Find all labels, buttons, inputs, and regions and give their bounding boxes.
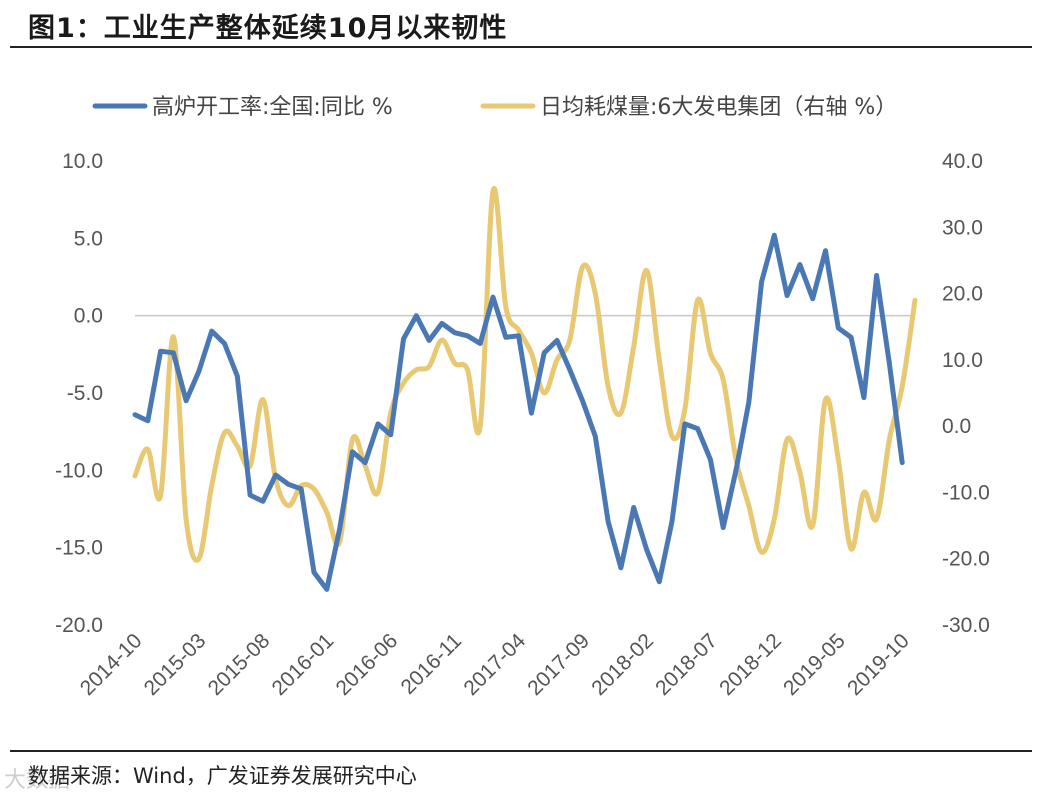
source-note: 数据来源：Wind，广发证券发展研究中心 <box>28 760 417 790</box>
y-right-tick-label: 40.0 <box>942 150 983 173</box>
x-tick-label: 2015-08 <box>204 629 275 700</box>
y-right-tick-label: 10.0 <box>942 349 983 372</box>
series-line-coal-consumption <box>132 185 918 563</box>
y-left-tick-label: -10.0 <box>55 459 103 482</box>
x-tick-label: 2016-01 <box>268 629 339 700</box>
x-tick-label: 2019-05 <box>779 629 850 700</box>
y-right-tick-label: 30.0 <box>942 216 983 239</box>
x-tick-label: 2019-10 <box>843 629 914 700</box>
y-axis-left: 10.0 5.0 0.0 -5.0 -10.0 -15.0 -20.0 <box>55 150 103 637</box>
legend-item-blast-furnace: 高炉开工率:全国:同比 % <box>92 95 393 120</box>
y-axis-right: 40.0 30.0 20.0 10.0 0.0 -10.0 -20.0 -30.0 <box>942 150 990 637</box>
x-tick-label: 2016-11 <box>397 629 467 699</box>
y-right-tick-label: 0.0 <box>942 415 971 438</box>
legend-item-coal-consumption: 日均耗煤量:6大发电集团（右轴 %） <box>480 95 897 120</box>
series-group <box>132 185 918 592</box>
x-tick-label: 2017-09 <box>523 629 594 700</box>
bottom-rule <box>10 750 1032 752</box>
y-left-tick-label: -15.0 <box>55 537 103 560</box>
y-left-tick-label: 5.0 <box>74 227 103 250</box>
top-rule <box>10 46 1032 48</box>
y-right-tick-label: -20.0 <box>942 548 990 571</box>
x-tick-label: 2016-06 <box>332 629 403 700</box>
y-left-tick-label: -20.0 <box>55 614 103 637</box>
x-tick-label: 2014-10 <box>76 629 147 700</box>
legend-label: 日均耗煤量:6大发电集团（右轴 %） <box>540 95 897 120</box>
source-text: Wind，广发证券发展研究中心 <box>133 764 417 788</box>
y-left-tick-label: 10.0 <box>62 150 103 173</box>
line-chart: 高炉开工率:全国:同比 % 日均耗煤量:6大发电集团（右轴 %） 10.0 5.0 0… <box>55 95 990 700</box>
x-tick-label: 2018-02 <box>587 629 658 700</box>
y-right-tick-label: -30.0 <box>942 614 990 637</box>
legend: 高炉开工率:全国:同比 % 日均耗煤量:6大发电集团（右轴 %） <box>92 95 897 120</box>
x-tick-label: 2018-12 <box>715 629 786 700</box>
source-label: 数据来源： <box>28 764 133 788</box>
x-axis: 2014-102015-032015-082016-012016-062016-… <box>76 629 914 700</box>
legend-label: 高炉开工率:全国:同比 % <box>152 95 393 120</box>
series-line-blast-furnace <box>132 232 905 592</box>
y-right-tick-label: 20.0 <box>942 283 983 306</box>
y-right-tick-label: -10.0 <box>942 481 990 504</box>
y-left-tick-label: 0.0 <box>74 305 103 328</box>
x-tick-label: 2015-03 <box>140 629 211 700</box>
x-tick-label: 2017-04 <box>459 629 530 700</box>
figure-title: 图1：工业生产整体延续10月以来韧性 <box>28 13 508 44</box>
watermark: 大数据 <box>4 768 71 793</box>
y-left-tick-label: -5.0 <box>67 382 103 405</box>
x-tick-label: 2018-07 <box>651 629 722 700</box>
